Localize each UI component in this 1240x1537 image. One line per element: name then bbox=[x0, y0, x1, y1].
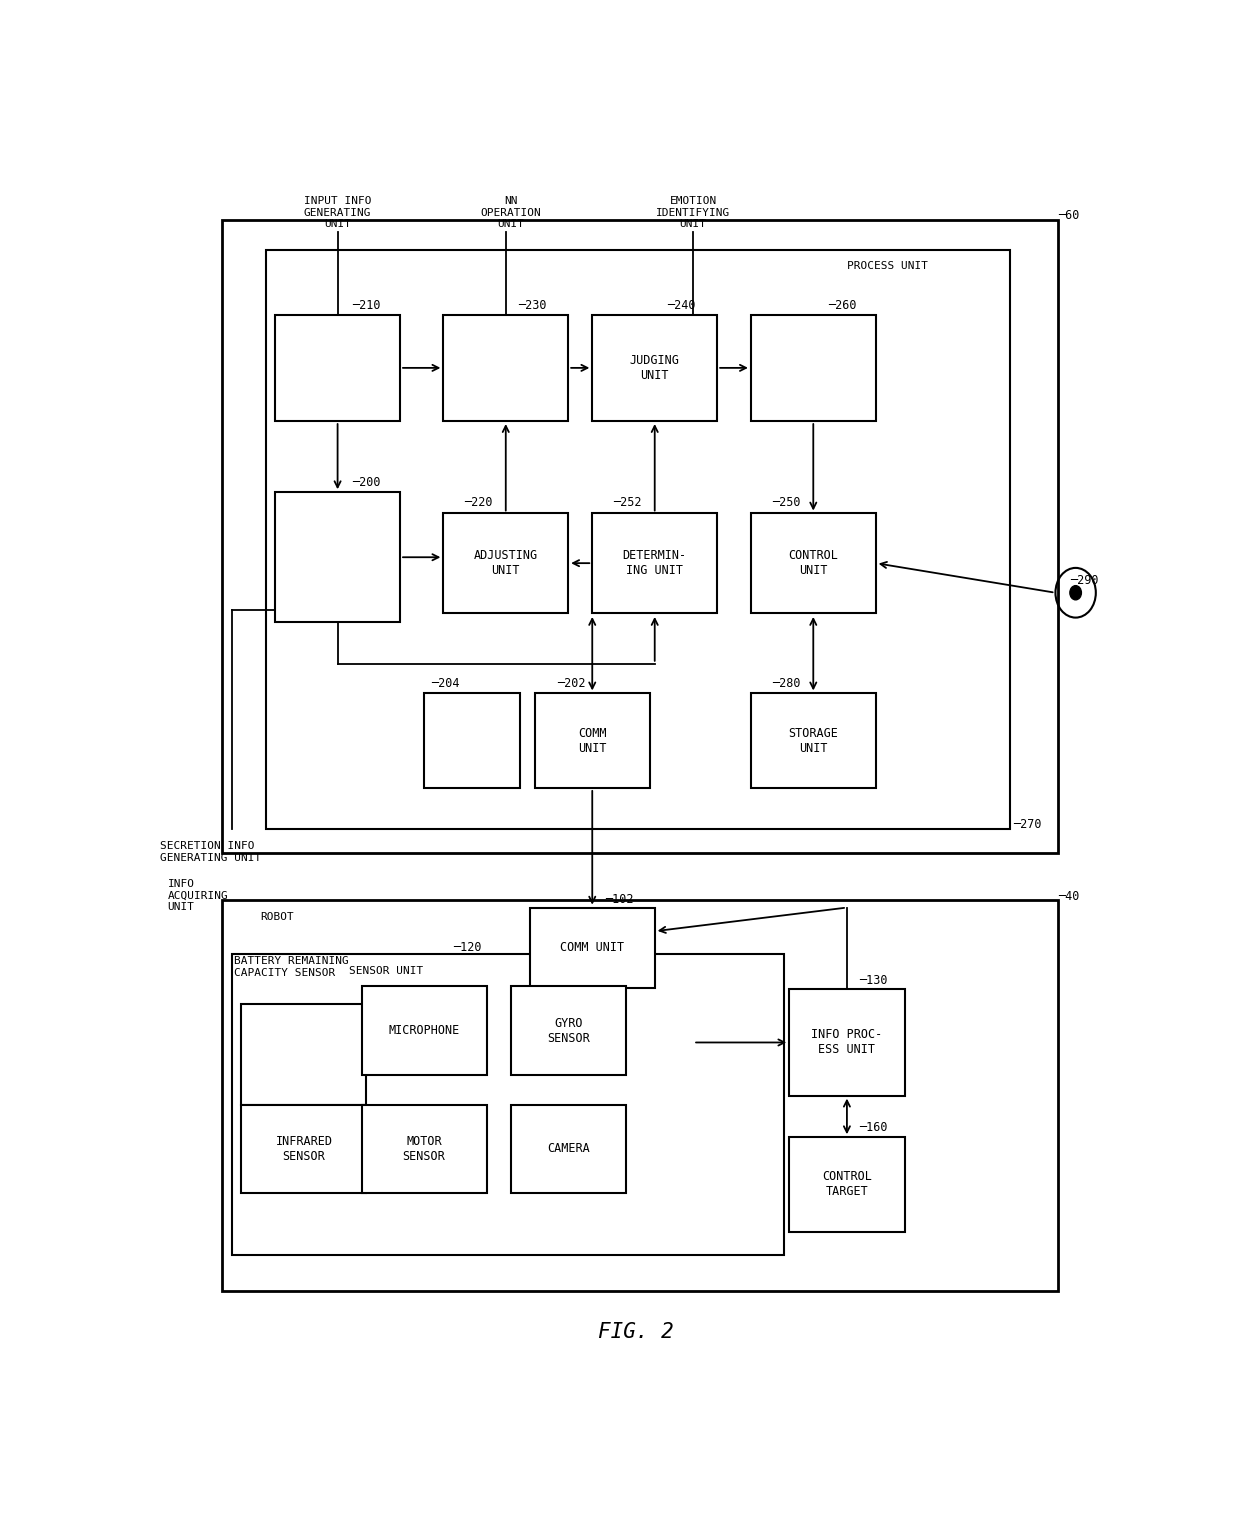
FancyBboxPatch shape bbox=[444, 315, 568, 421]
Text: NN
OPERATION
UNIT: NN OPERATION UNIT bbox=[480, 197, 541, 229]
Text: GYRO
SENSOR: GYRO SENSOR bbox=[547, 1016, 589, 1045]
Text: INFO
ACQUIRING
UNIT: INFO ACQUIRING UNIT bbox=[167, 879, 228, 913]
Text: FIG. 2: FIG. 2 bbox=[598, 1322, 673, 1342]
Text: COMM
UNIT: COMM UNIT bbox=[578, 727, 606, 755]
FancyBboxPatch shape bbox=[275, 492, 401, 622]
FancyBboxPatch shape bbox=[232, 953, 785, 1256]
Text: PROCESS UNIT: PROCESS UNIT bbox=[847, 261, 928, 272]
Text: BATTERY REMAINING
CAPACITY SENSOR: BATTERY REMAINING CAPACITY SENSOR bbox=[234, 956, 348, 978]
Text: ─40: ─40 bbox=[1058, 890, 1080, 902]
FancyBboxPatch shape bbox=[789, 1137, 904, 1231]
FancyBboxPatch shape bbox=[265, 249, 1011, 830]
Text: SECRETION INFO
GENERATING UNIT: SECRETION INFO GENERATING UNIT bbox=[160, 841, 262, 862]
FancyBboxPatch shape bbox=[751, 315, 875, 421]
Circle shape bbox=[1070, 586, 1081, 599]
Text: DETERMIN-
ING UNIT: DETERMIN- ING UNIT bbox=[622, 549, 687, 578]
FancyBboxPatch shape bbox=[593, 513, 717, 613]
Text: ─260: ─260 bbox=[828, 300, 856, 312]
Text: INFRARED
SENSOR: INFRARED SENSOR bbox=[275, 1134, 332, 1164]
Text: INPUT INFO
GENERATING
UNIT: INPUT INFO GENERATING UNIT bbox=[304, 197, 371, 229]
Text: MICROPHONE: MICROPHONE bbox=[388, 1024, 460, 1037]
FancyBboxPatch shape bbox=[593, 315, 717, 421]
Text: ─160: ─160 bbox=[859, 1120, 888, 1134]
FancyBboxPatch shape bbox=[424, 693, 521, 788]
Text: ─202: ─202 bbox=[557, 676, 585, 690]
FancyBboxPatch shape bbox=[511, 987, 626, 1074]
Text: MOTOR
SENSOR: MOTOR SENSOR bbox=[403, 1134, 445, 1164]
FancyBboxPatch shape bbox=[275, 315, 401, 421]
Text: SENSOR UNIT: SENSOR UNIT bbox=[348, 965, 423, 976]
FancyBboxPatch shape bbox=[529, 907, 655, 988]
Text: ─240: ─240 bbox=[667, 300, 696, 312]
FancyBboxPatch shape bbox=[242, 1105, 367, 1193]
FancyBboxPatch shape bbox=[222, 220, 1058, 853]
FancyBboxPatch shape bbox=[222, 901, 1058, 1291]
FancyBboxPatch shape bbox=[444, 513, 568, 613]
Text: ─120: ─120 bbox=[453, 941, 481, 953]
Text: ─130: ─130 bbox=[859, 974, 888, 987]
FancyBboxPatch shape bbox=[362, 1105, 486, 1193]
FancyBboxPatch shape bbox=[242, 1004, 367, 1105]
Text: ─60: ─60 bbox=[1058, 209, 1080, 223]
Text: CONTROL
TARGET: CONTROL TARGET bbox=[822, 1171, 872, 1199]
FancyBboxPatch shape bbox=[751, 513, 875, 613]
Text: ─210: ─210 bbox=[352, 300, 381, 312]
Text: JUDGING
UNIT: JUDGING UNIT bbox=[630, 354, 680, 381]
Text: ─200: ─200 bbox=[352, 475, 381, 489]
Text: ADJUSTING
UNIT: ADJUSTING UNIT bbox=[474, 549, 538, 578]
Text: INFO PROC-
ESS UNIT: INFO PROC- ESS UNIT bbox=[811, 1028, 883, 1056]
FancyBboxPatch shape bbox=[511, 1105, 626, 1193]
Text: CAMERA: CAMERA bbox=[547, 1142, 589, 1156]
Text: ─250: ─250 bbox=[773, 496, 801, 509]
FancyBboxPatch shape bbox=[751, 693, 875, 788]
Text: ─102: ─102 bbox=[605, 893, 634, 907]
Text: EMOTION
IDENTIFYING
UNIT: EMOTION IDENTIFYING UNIT bbox=[656, 197, 730, 229]
Text: ─220: ─220 bbox=[465, 496, 494, 509]
Text: COMM UNIT: COMM UNIT bbox=[560, 941, 624, 954]
Text: ─230: ─230 bbox=[518, 300, 547, 312]
Text: ─290: ─290 bbox=[1070, 573, 1099, 587]
FancyBboxPatch shape bbox=[789, 990, 904, 1096]
Text: ─280: ─280 bbox=[773, 676, 801, 690]
Text: ─204: ─204 bbox=[430, 676, 459, 690]
Text: STORAGE
UNIT: STORAGE UNIT bbox=[789, 727, 838, 755]
Text: ROBOT: ROBOT bbox=[260, 913, 294, 922]
Text: CONTROL
UNIT: CONTROL UNIT bbox=[789, 549, 838, 578]
Text: ─270: ─270 bbox=[1013, 818, 1042, 830]
FancyBboxPatch shape bbox=[534, 693, 650, 788]
Text: ─252: ─252 bbox=[614, 496, 642, 509]
FancyBboxPatch shape bbox=[362, 987, 486, 1074]
